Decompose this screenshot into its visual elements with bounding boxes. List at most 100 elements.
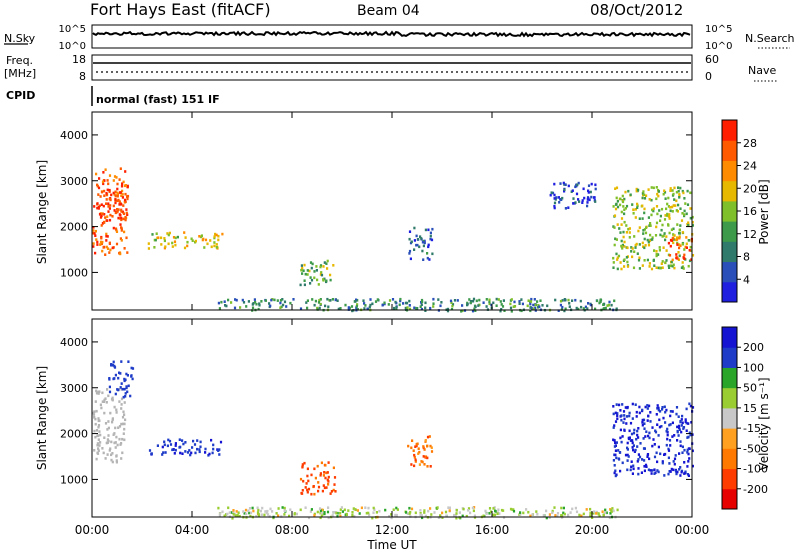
power-cell [648, 262, 651, 265]
power-cell [124, 218, 127, 222]
velocity-cell [119, 372, 122, 375]
power-cell [174, 243, 177, 247]
velocity-cell [181, 439, 184, 442]
power-cell [594, 187, 597, 191]
power-cell [687, 223, 690, 226]
velocity-cell [336, 515, 339, 518]
power-cell [120, 210, 123, 213]
power-cell [241, 298, 244, 302]
velocity-cell [406, 512, 409, 515]
velocity-cell [101, 391, 104, 395]
velocity-cell [150, 452, 153, 455]
velocity-cell [110, 453, 113, 457]
power-cell [469, 301, 472, 305]
velocity-cell [676, 439, 679, 442]
velocity-cell [405, 511, 408, 514]
velocity-cell [94, 400, 97, 403]
power-cell [620, 239, 623, 243]
velocity-cell [551, 511, 554, 514]
power-cell [124, 184, 127, 187]
power-cell [649, 222, 652, 225]
power-cell [92, 226, 95, 229]
power-cell [620, 223, 623, 226]
velocity-cell [414, 460, 417, 463]
power-cell [650, 186, 653, 189]
velocity-cell [647, 468, 650, 472]
power-cell [634, 246, 637, 249]
velocity-cell [97, 425, 100, 429]
power-cell [687, 239, 690, 242]
power-cell [124, 192, 127, 196]
velocity-cell [304, 506, 307, 509]
power-cell [404, 301, 408, 305]
velocity-cell [424, 455, 428, 458]
power-cell [374, 300, 378, 303]
power-cell [215, 246, 218, 249]
velocity-cell [332, 511, 335, 514]
velocity-cell [551, 509, 554, 513]
power-cell [191, 239, 194, 242]
velocity-cell [163, 443, 166, 447]
velocity-cell [675, 472, 678, 476]
power-cell [510, 310, 513, 313]
velocity-cell [678, 428, 681, 431]
power-cell [120, 226, 123, 229]
velocity-cell [679, 440, 682, 443]
velocity-cell [562, 511, 565, 515]
velocity-cell [118, 400, 121, 403]
power-cell [315, 269, 318, 272]
velocity-cell [168, 439, 172, 443]
velocity-cell [648, 404, 651, 408]
velocity-cell [634, 403, 637, 406]
power-cell [589, 190, 592, 194]
power-cell [659, 233, 662, 237]
power-cell [587, 184, 591, 187]
power-cell [245, 305, 248, 308]
power-cell [670, 228, 673, 231]
velocity-cell [283, 513, 286, 516]
power-cell [96, 240, 99, 244]
velocity-cell [422, 446, 425, 450]
velocity-cell [619, 409, 622, 412]
velocity-cell [123, 377, 126, 381]
velocity-cell [623, 417, 626, 421]
velocity-cell [95, 389, 98, 393]
velocity-cell [395, 513, 398, 517]
velocity-cell [436, 506, 439, 509]
velocity-cell [322, 474, 325, 477]
power-cell [383, 301, 386, 305]
power-cell [308, 269, 311, 273]
power-cell [488, 302, 491, 306]
velocity-cell [628, 411, 631, 415]
power-cell [632, 208, 635, 212]
power-cell [329, 278, 332, 282]
power-cell [558, 201, 561, 204]
power-cell [586, 204, 589, 208]
velocity-cell [686, 448, 689, 452]
velocity-cell [447, 506, 450, 509]
velocity-cell [413, 455, 416, 459]
freq-tick-bottom: 8 [79, 70, 86, 83]
velocity-cell [313, 467, 316, 471]
velocity-cell [671, 410, 674, 413]
power-cell [362, 299, 365, 302]
power-cell [687, 264, 690, 268]
date-title: 08/Oct/2012 [590, 1, 683, 19]
velocity-cell [182, 442, 185, 446]
velocity-cell [616, 508, 619, 512]
power-cell [116, 210, 119, 213]
power-cell [264, 299, 267, 302]
power-cell [626, 246, 629, 250]
power-cell [488, 298, 491, 302]
power-cell [673, 198, 676, 201]
velocity-cell [441, 511, 444, 515]
power-cell [567, 298, 570, 302]
velocity-cell [92, 413, 96, 416]
power-cell [279, 306, 282, 309]
velocity-cell [472, 509, 475, 513]
velocity-cell [95, 409, 98, 413]
velocity-cell [321, 489, 324, 493]
power-cell [325, 279, 328, 283]
power-cell [490, 303, 493, 307]
power-cell [671, 258, 674, 262]
